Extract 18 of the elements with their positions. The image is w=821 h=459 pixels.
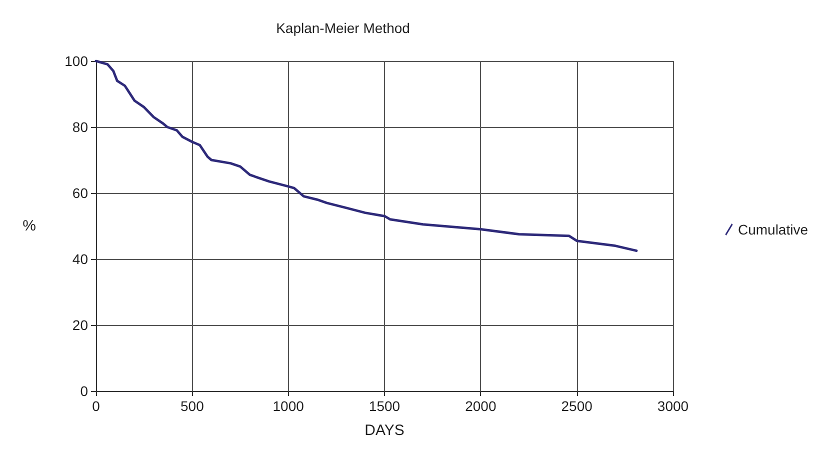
x-tick-label: 1500 (368, 398, 400, 414)
x-tick-label: 1000 (272, 398, 304, 414)
legend-label: Cumulative (738, 222, 808, 238)
x-tick-label: 3000 (657, 398, 689, 414)
y-tick-label: 80 (72, 119, 88, 135)
line-series (94, 60, 638, 252)
y-tick-label: 100 (64, 53, 88, 69)
chart-title: Kaplan-Meier Method (276, 20, 410, 36)
y-axis-title: % (22, 218, 36, 234)
x-tick-label: 500 (180, 398, 204, 414)
x-tick-label: 0 (92, 398, 100, 414)
x-axis-title: DAYS (364, 422, 404, 439)
x-tick-label: 2500 (561, 398, 593, 414)
y-tick-label: 0 (80, 383, 88, 399)
y-tick-label: 60 (72, 185, 88, 201)
x-tick-label: 2000 (465, 398, 496, 414)
y-tick-label: 40 (72, 251, 88, 267)
y-tick-label: 20 (72, 317, 88, 333)
